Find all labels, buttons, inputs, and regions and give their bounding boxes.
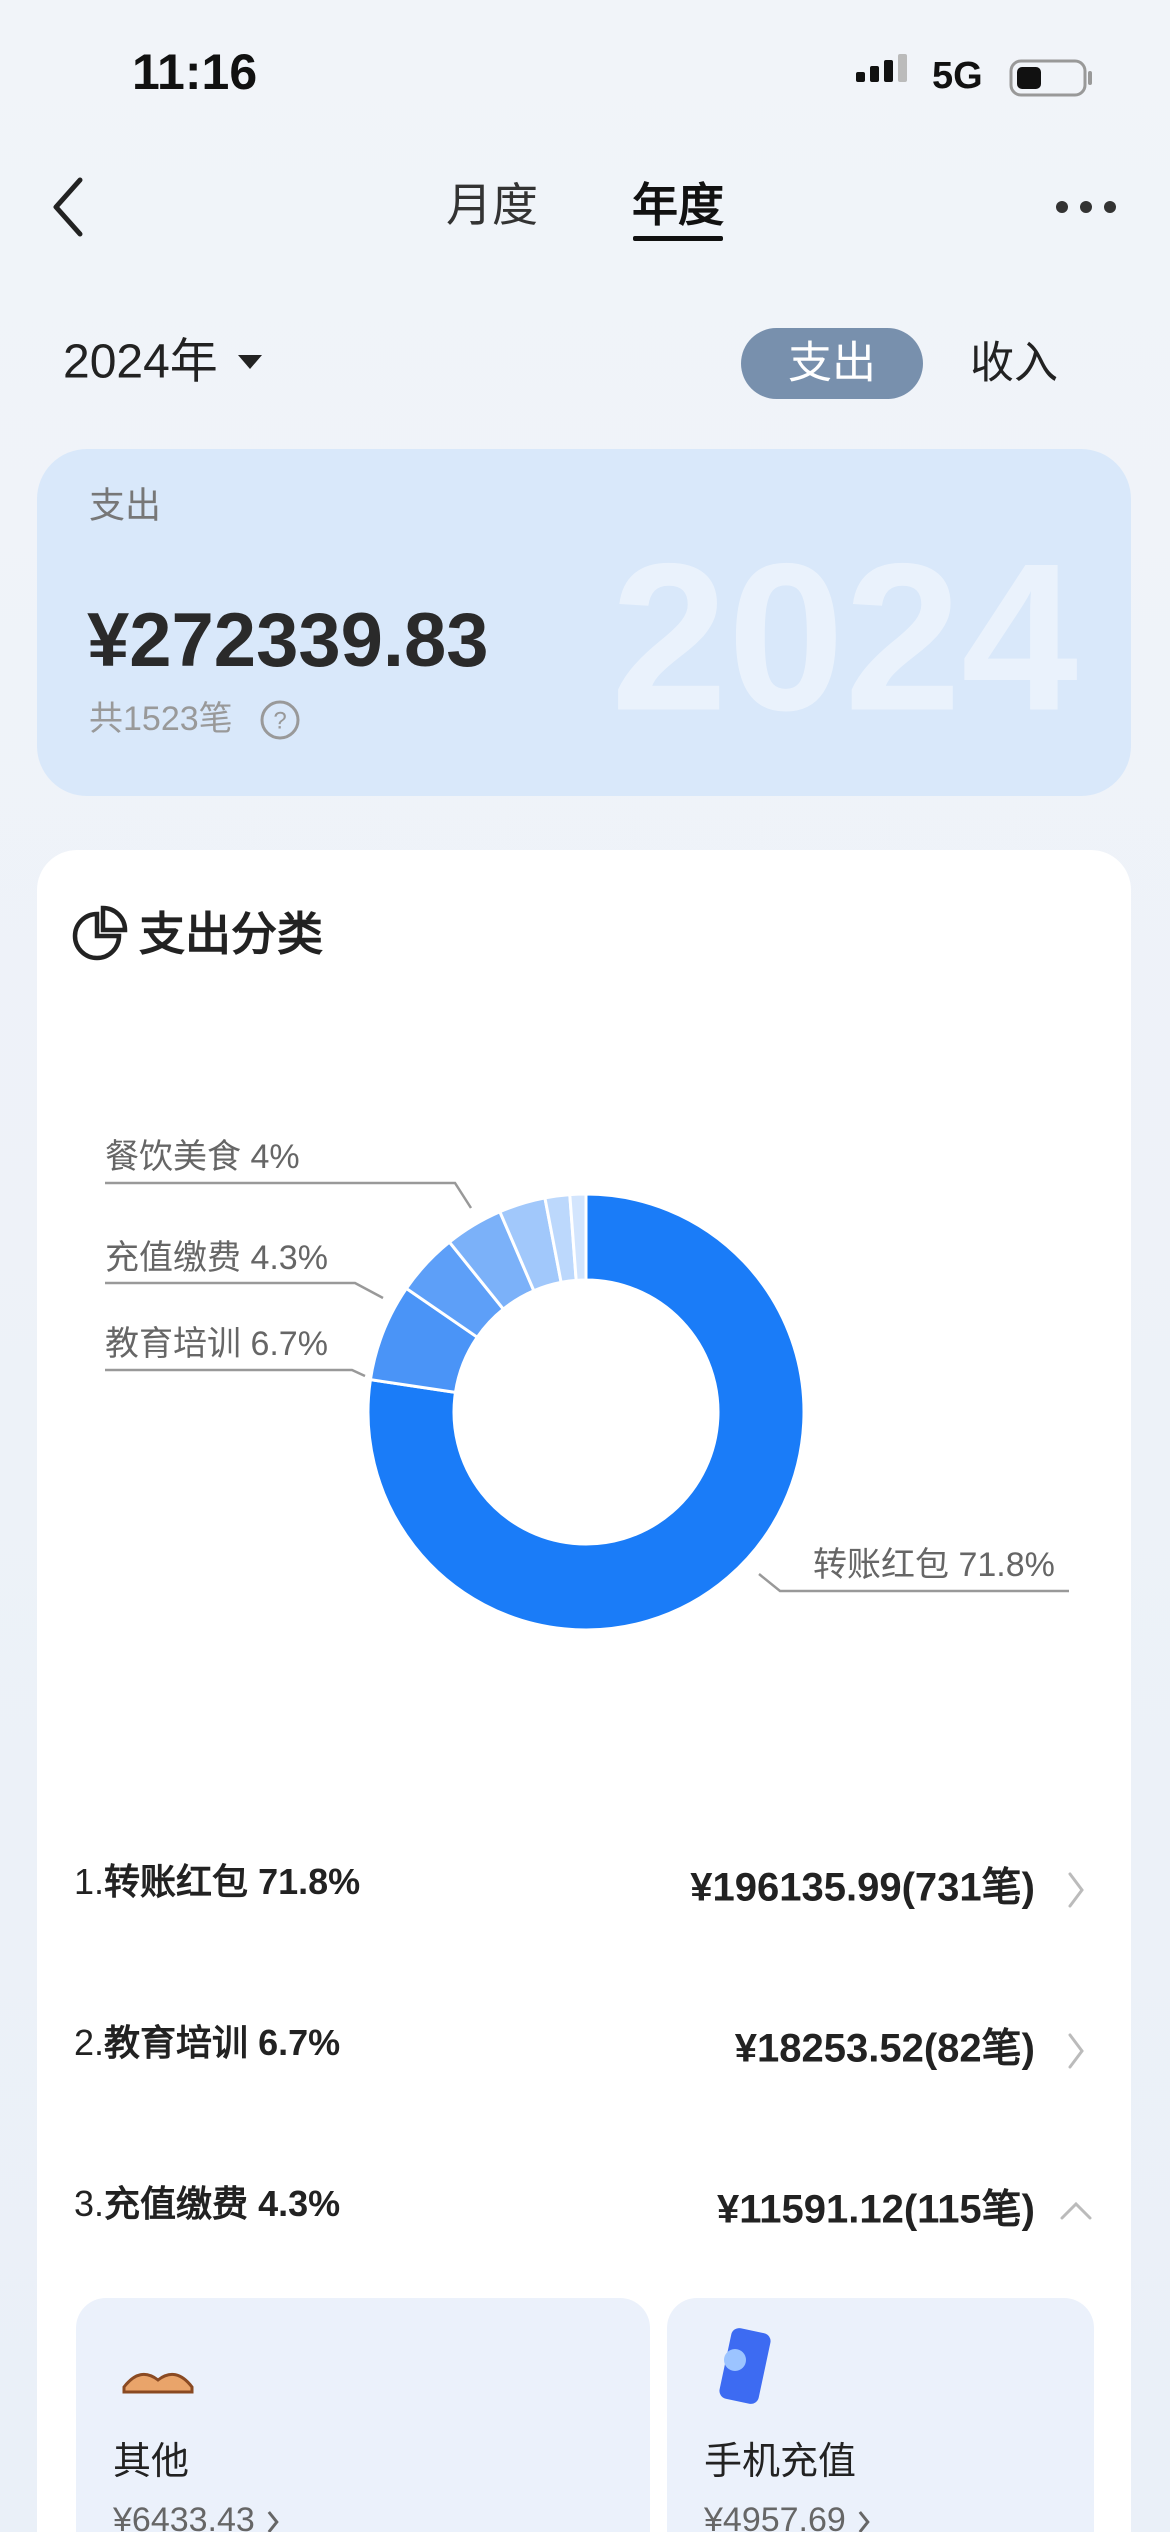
donut-slice	[366, 1192, 806, 1632]
ranking-name: 充值缴费	[104, 2183, 248, 2224]
status-network: 5G	[932, 55, 983, 97]
pie-icon	[72, 905, 128, 961]
subcategory-chevron	[267, 2511, 279, 2532]
subcategory-name: 其他	[113, 2441, 189, 2483]
ranking-amount[interactable]: ¥11591.12(115笔)	[717, 2188, 1035, 2232]
phone-icon	[719, 2328, 771, 2404]
battery-icon	[1009, 59, 1092, 97]
ranking-title[interactable]: 2.教育培训 6.7%	[74, 2022, 340, 2063]
ranking-title[interactable]: 3.充值缴费 4.3%	[74, 2183, 340, 2224]
nav-tab[interactable]: 年度	[632, 179, 724, 231]
category-title: 支出分类	[139, 908, 323, 960]
tab-underline	[633, 236, 723, 241]
ranking-name: 教育培训	[104, 2022, 248, 2063]
leader-line	[105, 1368, 366, 1378]
leader-line	[105, 1181, 473, 1209]
slice-label-value: 4.3%	[250, 1239, 328, 1277]
donut-slice	[568, 1192, 588, 1282]
year-dropdown-arrow[interactable]	[238, 355, 262, 369]
slice-label: 餐饮美食 4%	[105, 1138, 300, 1176]
ranking-chevron[interactable]	[1060, 2201, 1092, 2220]
subcategory-list: 其他 ¥6433.43 手机充值 ¥4957.69	[76, 2298, 1094, 2532]
slice-label-name: 餐饮美食	[105, 1138, 241, 1176]
slice-label-name: 教育培训	[105, 1325, 241, 1363]
nav-tab[interactable]: 月度	[446, 179, 538, 231]
subcategory-amount: ¥4957.69	[703, 2501, 846, 2532]
summary-amount: ¥272339.83	[87, 598, 489, 683]
ranking-chevron[interactable]	[1068, 2033, 1084, 2069]
type-option[interactable]: 支出	[788, 339, 876, 388]
ranking-percent: 4.3%	[258, 2183, 340, 2224]
status-time: 11:16	[132, 44, 257, 100]
slice-label: 充值缴费 4.3%	[105, 1239, 328, 1277]
summary-card	[37, 449, 1131, 796]
subcategory-card[interactable]	[76, 2298, 650, 2532]
slice-label-value: 6.7%	[250, 1325, 328, 1363]
ranking-chevron[interactable]	[1068, 1872, 1084, 1908]
ranking-percent: 71.8%	[258, 1861, 360, 1902]
slice-label-value: 4%	[250, 1138, 299, 1176]
summary-label: 支出	[89, 485, 161, 526]
ranking-title[interactable]: 1.转账红包 71.8%	[74, 1861, 360, 1902]
year-selector[interactable]: 2024年	[63, 336, 218, 389]
type-toggle: 支出 收入	[741, 328, 1058, 399]
ranking-list: 1.转账红包 71.8% ¥196135.99(731笔) 2.教育培训 6.7% ¥…	[74, 1861, 1092, 2232]
subcategory-chevron	[858, 2511, 870, 2532]
type-option[interactable]: 收入	[970, 339, 1058, 388]
toggle-pill	[741, 328, 923, 399]
leader-line	[758, 1573, 1069, 1593]
category-card	[37, 850, 1131, 2532]
summary-watermark: 2024	[611, 519, 1078, 754]
signal-icon	[856, 54, 907, 82]
help-icon[interactable]: ?	[260, 700, 300, 740]
slice-label: 教育培训 6.7%	[105, 1325, 328, 1363]
ranking-name: 转账红包	[104, 1861, 248, 1902]
subcategory-card[interactable]	[667, 2298, 1094, 2532]
svg-text:?: ?	[273, 707, 286, 734]
ranking-rank: 2.	[74, 2022, 104, 2063]
summary-count: 共1523笔	[89, 700, 233, 738]
slice-label-value: 71.8%	[958, 1546, 1054, 1584]
slice-label-name: 充值缴费	[105, 1239, 241, 1277]
ranking-percent: 6.7%	[258, 2022, 340, 2063]
tab-bar: 月度 年度	[446, 179, 724, 241]
ranking-rank: 1.	[74, 1861, 104, 1902]
more-button[interactable]	[1056, 201, 1116, 213]
subcategory-name: 手机充值	[704, 2441, 856, 2483]
donut-chart: 转账红包 71.8% 教育培训 6.7% 充值缴费 4.3% 餐饮美食 4%	[105, 1138, 1069, 1632]
ranking-amount[interactable]: ¥196135.99(731笔)	[690, 1866, 1035, 1910]
leader-line	[105, 1281, 384, 1300]
back-button[interactable]	[53, 177, 83, 237]
phone-check-icon	[724, 2349, 746, 2371]
ranking-rank: 3.	[74, 2183, 104, 2224]
slice-label-name: 转账红包	[813, 1546, 949, 1584]
subcategory-amount: ¥6433.43	[112, 2501, 255, 2532]
book-icon	[122, 2372, 194, 2394]
ranking-amount[interactable]: ¥18253.52(82笔)	[735, 2027, 1035, 2071]
slice-label: 转账红包 71.8%	[813, 1546, 1055, 1584]
